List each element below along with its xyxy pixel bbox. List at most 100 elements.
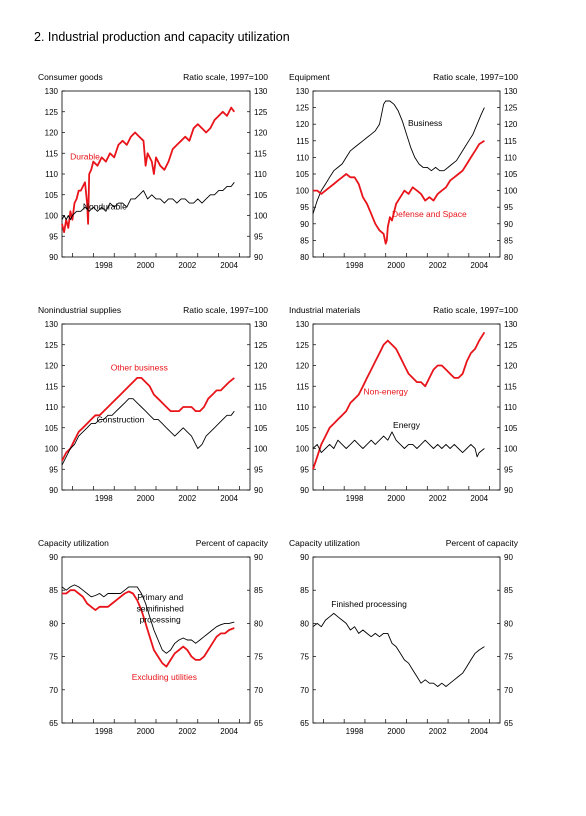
- series-line-1: [313, 140, 485, 245]
- y-tick-label-left: 90: [300, 553, 309, 562]
- series-label: Energy: [393, 420, 421, 430]
- x-tick-label: 2002: [429, 494, 447, 503]
- series-line-1: [62, 589, 235, 668]
- x-tick-label: 2000: [387, 494, 405, 503]
- y-tick-label-left: 95: [49, 465, 58, 474]
- y-tick-label-right: 120: [504, 120, 518, 129]
- y-tick-label-right: 125: [254, 108, 268, 117]
- y-tick-label-left: 115: [45, 382, 58, 391]
- chart-title: Equipment: [289, 72, 330, 82]
- y-tick-label-left: 65: [49, 719, 58, 728]
- y-tick-label-right: 70: [504, 686, 513, 695]
- y-tick-label-left: 85: [49, 586, 58, 595]
- y-tick-label-right: 75: [254, 653, 263, 662]
- x-tick-label: 1998: [346, 727, 364, 736]
- y-tick-label-right: 100: [254, 212, 268, 221]
- x-tick-label: 2000: [387, 727, 405, 736]
- x-tick-label: 2004: [220, 727, 238, 736]
- series-label: Construction: [97, 414, 145, 424]
- chart-title: Industrial materials: [289, 305, 360, 315]
- y-tick-label-left: 115: [296, 382, 309, 391]
- x-tick-label: 1998: [95, 494, 113, 503]
- y-tick-label-right: 130: [254, 87, 268, 96]
- y-tick-label-left: 80: [300, 253, 309, 262]
- x-tick-label: 2002: [178, 261, 196, 270]
- y-tick-label-left: 75: [49, 653, 58, 662]
- y-tick-label-right: 90: [504, 553, 513, 562]
- y-tick-label-left: 120: [296, 120, 310, 129]
- y-tick-label-left: 95: [300, 203, 309, 212]
- y-tick-label-right: 90: [504, 486, 513, 495]
- series-line-0: [61, 376, 235, 462]
- y-tick-label-right: 110: [504, 153, 517, 162]
- y-tick-label-left: 85: [300, 236, 309, 245]
- y-tick-label-left: 105: [45, 191, 59, 200]
- page-title: 2. Industrial production and capacity ut…: [34, 30, 290, 44]
- y-tick-label-right: 125: [254, 341, 268, 350]
- y-tick-label-left: 70: [49, 686, 58, 695]
- plot-frame: [312, 90, 501, 258]
- y-tick-label-left: 120: [45, 362, 59, 371]
- x-tick-label: 2002: [178, 727, 196, 736]
- series-label: Primary and: [137, 592, 183, 602]
- scale-note: Ratio scale, 1997=100: [433, 72, 518, 82]
- scale-note: Ratio scale, 1997=100: [183, 72, 268, 82]
- chart-title: Consumer goods: [38, 72, 103, 82]
- plot-frame: [61, 556, 251, 724]
- y-tick-label-right: 90: [254, 486, 263, 495]
- y-tick-label-right: 110: [254, 170, 267, 179]
- y-tick-label-left: 65: [300, 719, 309, 728]
- x-tick-label: 1998: [346, 494, 364, 503]
- series-label: semifinished: [137, 603, 185, 613]
- y-tick-label-right: 95: [504, 465, 513, 474]
- series-line-1: [312, 431, 485, 458]
- y-tick-label-left: 130: [45, 87, 59, 96]
- y-tick-label-right: 130: [504, 320, 518, 329]
- y-tick-label-left: 130: [296, 320, 310, 329]
- y-tick-label-right: 95: [254, 232, 263, 241]
- series-line-0: [61, 106, 236, 234]
- x-tick-label: 1998: [95, 727, 113, 736]
- series-line-0: [61, 584, 235, 654]
- y-tick-label-left: 90: [300, 220, 309, 229]
- y-tick-label-left: 95: [49, 232, 58, 241]
- series-line-0: [312, 100, 485, 214]
- y-tick-label-left: 100: [296, 445, 310, 454]
- y-tick-label-left: 90: [49, 253, 58, 262]
- y-tick-label-left: 100: [45, 212, 59, 221]
- y-tick-label-right: 95: [504, 203, 513, 212]
- y-tick-label-right: 100: [504, 187, 518, 196]
- y-tick-label-right: 115: [504, 382, 517, 391]
- y-tick-label-left: 90: [49, 486, 58, 495]
- x-tick-label: 2000: [137, 727, 155, 736]
- plot-frame: [312, 556, 501, 724]
- y-tick-label-left: 100: [45, 445, 59, 454]
- y-tick-label-right: 80: [504, 619, 513, 628]
- y-tick-label-left: 115: [296, 137, 309, 146]
- x-tick-label: 2000: [137, 494, 155, 503]
- y-tick-label-right: 80: [504, 253, 513, 262]
- y-tick-label-left: 110: [296, 153, 309, 162]
- series-label: Defense and Space: [392, 209, 467, 219]
- y-tick-label-left: 110: [45, 403, 58, 412]
- plot-frame: [61, 90, 251, 258]
- y-tick-label-right: 95: [254, 465, 263, 474]
- series-line-0: [312, 331, 486, 470]
- y-tick-label-right: 130: [504, 87, 518, 96]
- x-tick-label: 2000: [387, 261, 405, 270]
- series-label: processing: [140, 615, 181, 625]
- y-tick-label-left: 105: [296, 424, 310, 433]
- y-tick-label-left: 105: [45, 424, 59, 433]
- y-tick-label-left: 130: [296, 87, 310, 96]
- y-tick-label-right: 105: [504, 424, 518, 433]
- y-tick-label-left: 85: [300, 586, 309, 595]
- y-tick-label-left: 110: [45, 170, 58, 179]
- series-label: Business: [408, 118, 443, 128]
- y-tick-label-left: 105: [296, 170, 310, 179]
- plot-frame: [61, 323, 251, 491]
- y-tick-label-right: 100: [504, 445, 518, 454]
- y-tick-label-left: 70: [300, 686, 309, 695]
- y-tick-label-right: 75: [504, 653, 513, 662]
- y-tick-label-right: 105: [254, 424, 268, 433]
